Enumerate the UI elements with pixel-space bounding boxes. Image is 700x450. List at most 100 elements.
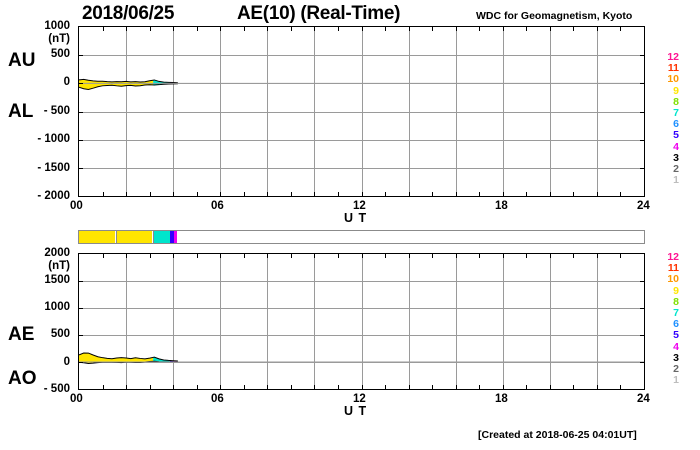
gridline-vertical <box>409 27 410 196</box>
xtick-bottom-12: 12 <box>353 393 366 405</box>
xtick-mark <box>597 192 598 196</box>
xtick-mark <box>385 192 386 196</box>
ytick-mark <box>640 140 644 141</box>
ytick-mark <box>640 281 644 282</box>
xtick-mark <box>338 254 339 258</box>
xtick-bottom-24: 24 <box>637 393 650 405</box>
xtick-mark <box>362 385 363 389</box>
legend-top-item-8: 8 <box>673 95 679 108</box>
gridline-vertical <box>126 27 127 196</box>
xtick-mark <box>385 254 386 258</box>
xtick-mark <box>150 27 151 31</box>
legend-top-item-5: 5 <box>673 129 679 142</box>
xtick-mark <box>244 254 245 258</box>
ytick-mark <box>640 83 644 84</box>
xtick-mark <box>503 192 504 196</box>
legend-bottom-item-7: 7 <box>673 307 679 320</box>
xtick-mark <box>573 192 574 196</box>
ytick-mark <box>79 140 83 141</box>
ytick-top-0: 0 <box>63 76 70 88</box>
gridline-horizontal <box>79 335 644 336</box>
xtick-mark <box>597 254 598 258</box>
xtick-mark <box>126 254 127 258</box>
ytick-top-minus2000: - 2000 <box>37 190 70 202</box>
ytick-mark <box>79 112 83 113</box>
gridline-vertical <box>126 254 127 389</box>
legend-bottom-item-2: 2 <box>673 363 679 376</box>
gridline-horizontal <box>79 55 644 56</box>
ytick-top-minus500: - 500 <box>43 105 70 117</box>
gridline-vertical <box>456 27 457 196</box>
xtick-mark <box>338 27 339 31</box>
au-al-trace <box>79 78 644 91</box>
chart-date-title: 2018/06/25 <box>82 3 175 24</box>
legend-bottom-item-11: 11 <box>667 262 679 275</box>
xtick-mark <box>620 254 621 258</box>
xtick-mark <box>173 385 174 389</box>
ytick-bottom-minus500: - 500 <box>43 383 70 395</box>
gridline-vertical <box>173 254 174 389</box>
au-al-plot-panel <box>78 26 645 197</box>
xtick-mark <box>526 27 527 31</box>
activity-segment-4 <box>174 231 178 243</box>
gridline-vertical <box>267 27 268 196</box>
ytick-top-1000: 1000 <box>44 20 70 32</box>
gridline-vertical <box>362 27 363 196</box>
gridline-vertical <box>409 254 410 389</box>
xaxis-label-top: U T <box>344 211 368 225</box>
activity-legend-bottom: 12 11 10 9 8 7 6 5 4 3 2 1 <box>657 251 679 387</box>
envelope-AL <box>79 83 178 91</box>
created-timestamp: [Created at 2018-06-25 04:01UT] <box>478 429 637 441</box>
envelope-AU <box>79 78 178 84</box>
gridline-vertical <box>362 254 363 389</box>
ytick-top-500: 500 <box>50 48 70 60</box>
xtick-mark <box>526 254 527 258</box>
xtick-mark <box>362 254 363 258</box>
xtick-mark <box>173 27 174 31</box>
gridline-horizontal <box>79 308 644 309</box>
legend-top-item-1: 1 <box>673 174 679 187</box>
xtick-mark <box>432 192 433 196</box>
xtick-mark <box>126 27 127 31</box>
ytick-bottom-1000: 1000 <box>44 301 70 313</box>
xtick-mark <box>103 385 104 389</box>
activity-segment-1 <box>117 231 153 243</box>
gridline-horizontal <box>79 168 644 169</box>
activity-level-bar[interactable] <box>78 230 645 244</box>
legend-top-item-11: 11 <box>667 62 679 75</box>
ytick-mark <box>640 362 644 363</box>
gridline-vertical <box>503 27 504 196</box>
xtick-mark <box>197 385 198 389</box>
xtick-mark <box>503 27 504 31</box>
component-label-al: AL <box>8 101 34 122</box>
xtick-mark <box>197 192 198 196</box>
xtick-mark <box>267 385 268 389</box>
xtick-mark <box>338 385 339 389</box>
xtick-mark <box>526 192 527 196</box>
legend-top-item-10: 10 <box>667 73 679 86</box>
xtick-mark <box>479 192 480 196</box>
xtick-mark <box>150 254 151 258</box>
xtick-mark <box>456 192 457 196</box>
chart-main-title: AE(10) (Real-Time) <box>237 3 401 24</box>
activity-legend-top: 12 11 10 9 8 7 6 5 4 3 2 1 <box>657 51 679 187</box>
xtick-mark <box>620 27 621 31</box>
xtick-mark <box>126 385 127 389</box>
component-label-au: AU <box>8 50 36 71</box>
xtick-mark <box>291 254 292 258</box>
gridline-horizontal <box>79 140 644 141</box>
xtick-mark <box>620 192 621 196</box>
xtick-top-24: 24 <box>637 200 650 212</box>
data-center-credit: WDC for Geomagnetism, Kyoto <box>476 10 633 22</box>
gridline-vertical <box>314 27 315 196</box>
component-label-ae: AE <box>8 324 35 345</box>
legend-bottom-item-1: 1 <box>673 374 679 387</box>
ytick-mark <box>79 335 83 336</box>
xtick-mark <box>150 192 151 196</box>
xtick-mark <box>220 27 221 31</box>
xtick-top-00: 00 <box>70 200 83 212</box>
gridline-vertical <box>456 254 457 389</box>
xtick-mark <box>244 27 245 31</box>
yaxis-unit-top: (nT) <box>48 33 70 45</box>
xtick-mark <box>291 192 292 196</box>
